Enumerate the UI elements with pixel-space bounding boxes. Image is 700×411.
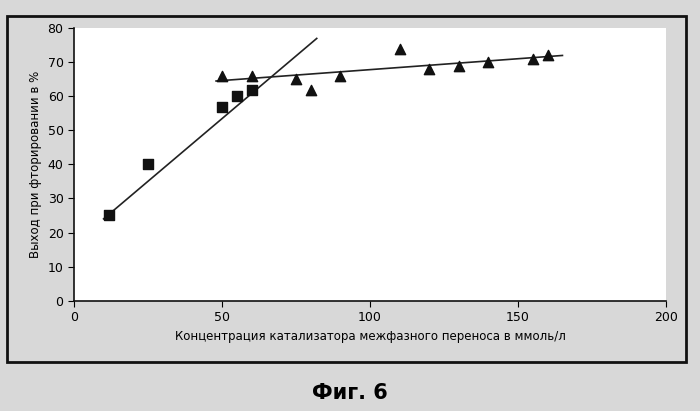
Point (142, 161, 153, 168)
Point (527, 55, 538, 62)
Point (246, 73, 257, 79)
Point (305, 86, 316, 93)
Text: Фиг. 6: Фиг. 6 (312, 383, 388, 403)
Point (394, 45, 405, 52)
Point (542, 52, 553, 59)
Y-axis label: Выход при фторировании в %: Выход при фторировании в % (29, 71, 42, 258)
Point (216, 73, 228, 79)
Point (104, 212, 115, 219)
Point (335, 73, 346, 79)
X-axis label: Концентрация катализатора межфазного переноса в ммоль/л: Концентрация катализатора межфазного пер… (174, 330, 566, 343)
Point (453, 62, 464, 69)
Point (290, 76, 302, 83)
Point (231, 93, 242, 99)
Point (216, 103, 228, 110)
Point (246, 86, 257, 93)
Point (424, 66, 435, 72)
Point (483, 59, 494, 66)
